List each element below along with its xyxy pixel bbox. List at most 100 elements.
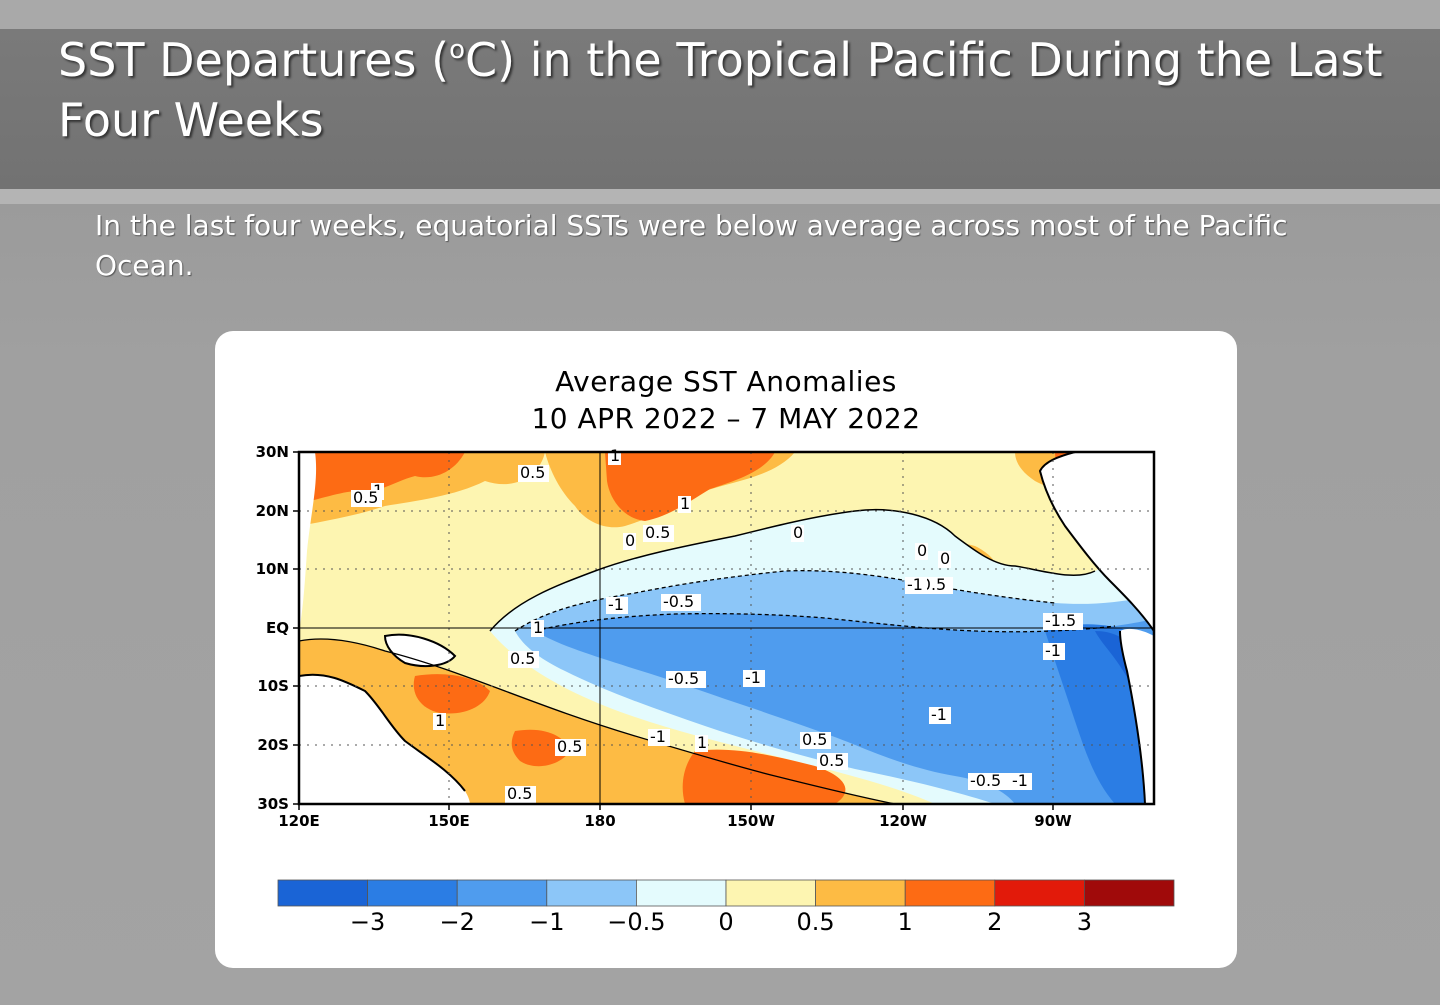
colorbar: −3 −2 −1 −0.5 0 0.5 1 2 3	[277, 879, 1175, 936]
colorbar-swatch	[367, 879, 458, 907]
contour-label-bg	[1043, 613, 1083, 630]
contour-label-bg	[678, 496, 691, 513]
contour-0	[489, 508, 1096, 632]
land-asia	[299, 452, 317, 631]
lon-label: 120E	[278, 812, 320, 830]
contour-label-bg	[1043, 643, 1065, 660]
contour-label: -1	[745, 668, 761, 687]
contour-label: -0.5	[668, 669, 699, 688]
longitude-axis: 120E 150E 180 150W 120W 90W	[278, 804, 1072, 830]
coast-new-guinea	[383, 633, 457, 668]
contour-label-bg	[518, 465, 549, 482]
contour-label-bg	[791, 525, 804, 542]
contour-label-bg	[666, 671, 706, 688]
contour-label-bg	[508, 651, 539, 668]
map-date-range: 10 APR 2022 – 7 MAY 2022	[531, 402, 921, 435]
contour-label: 1	[680, 494, 690, 513]
colorbar-label: −3	[350, 908, 385, 936]
contour-label: 0.5	[557, 737, 582, 756]
lon-label: 120W	[879, 812, 927, 830]
map-panel: Average SST Anomalies 10 APR 2022 – 7 MA…	[215, 331, 1237, 968]
colorbar-label: 0	[718, 908, 733, 936]
lat-label: EQ	[266, 619, 289, 637]
contour-label-bg	[661, 594, 701, 611]
slide-title: SST Departures (oC) in the Tropical Paci…	[58, 30, 1398, 150]
title-part-2: C) in the Tropical Pacific During the La…	[58, 33, 1383, 147]
contour-label: 0.5	[802, 730, 827, 749]
fill-1-to-2-south-c	[511, 729, 570, 767]
lon-label: 150E	[428, 812, 470, 830]
lon-label: 90W	[1034, 812, 1072, 830]
contour-label-bg	[800, 732, 831, 749]
contour-label: 1	[610, 446, 620, 465]
contour-label: 1	[533, 618, 543, 637]
contour-label-bg	[915, 543, 928, 560]
coast-australia	[299, 673, 466, 792]
colorbar-swatch	[725, 879, 816, 907]
contour-label-bg	[905, 577, 927, 594]
colorbar-label: −0.5	[607, 908, 665, 936]
coast-south-america	[1119, 630, 1146, 804]
contour-label: -1	[1012, 771, 1028, 790]
contour-label-bg	[695, 735, 708, 752]
anomaly-fill	[299, 452, 1154, 804]
contour-label: 0.5	[507, 784, 532, 803]
land-central-america	[1040, 452, 1154, 631]
contour-label: -1	[650, 727, 666, 746]
slide-subtitle: In the last four weeks, equatorial SSTs …	[95, 209, 1288, 282]
lat-label: 10N	[256, 560, 289, 578]
contour-label: -1.5	[1045, 611, 1076, 630]
contour-label-bg	[929, 707, 951, 724]
contour-label: -1	[931, 705, 947, 724]
contour-label: 0	[793, 523, 803, 542]
lat-label: 30N	[256, 443, 289, 461]
contour-label: 0.5	[520, 463, 545, 482]
contour-label: 0.5	[510, 649, 535, 668]
fill-neg1-to-neg2	[535, 613, 1154, 804]
contour-label-bg	[817, 753, 848, 770]
title-bar	[0, 29, 1440, 204]
colorbar-swatch	[815, 879, 906, 907]
contour-label: 0	[625, 531, 635, 550]
contour-labels: 10.510.510.50000.5-0.5-0.5-1-0.5-100.5-0…	[351, 446, 1083, 803]
colorbar-label: 0.5	[797, 908, 835, 936]
contour-label-bg	[351, 490, 382, 507]
colorbar-label: 3	[1077, 908, 1092, 936]
contour-label: 1	[697, 733, 707, 752]
land-australia	[299, 674, 470, 804]
fill-1-to-2-nw	[299, 452, 465, 503]
contour-neg0.5	[514, 570, 1056, 632]
contour-label-bg	[623, 533, 636, 550]
contour-label-bg	[531, 620, 544, 637]
contour-label-bg	[968, 773, 1008, 790]
lat-label: 20N	[256, 502, 289, 520]
contour-label: 0	[917, 541, 927, 560]
contour-label-bg	[643, 525, 674, 542]
title-divider	[0, 189, 1440, 204]
colorbar-label: −1	[529, 908, 564, 936]
contour-label-bg	[648, 729, 670, 746]
colorbar-swatch	[546, 879, 637, 907]
contour-label-bg	[555, 739, 586, 756]
fill-1-to-2-nc	[605, 452, 775, 521]
sst-anomaly-map: 10.510.510.50000.5-0.5-0.5-1-0.5-100.5-0…	[256, 443, 1175, 936]
colorbar-swatch	[904, 879, 996, 907]
title-part-1: SST Departures (	[58, 33, 450, 87]
lon-label: 180	[584, 812, 615, 830]
lat-label: 30S	[257, 795, 289, 813]
contour-label: -1	[1045, 641, 1061, 660]
land-new-guinea	[385, 634, 455, 667]
colorbar-swatch	[1084, 879, 1175, 907]
contour-label-bg	[1010, 773, 1032, 790]
colorbar-swatch	[994, 879, 1085, 907]
contour-label-bg	[938, 551, 951, 568]
degree-superscript: o	[449, 35, 465, 65]
contour-label: -1	[608, 595, 624, 614]
colorbar-label: −2	[440, 908, 475, 936]
fill-1-to-2-south-b	[682, 749, 846, 804]
colorbar-swatch	[456, 879, 548, 907]
contour-label: 1	[435, 711, 445, 730]
colorbar-swatch	[277, 879, 368, 907]
contour-label-bg	[606, 597, 628, 614]
contour-label-bg	[505, 786, 536, 803]
